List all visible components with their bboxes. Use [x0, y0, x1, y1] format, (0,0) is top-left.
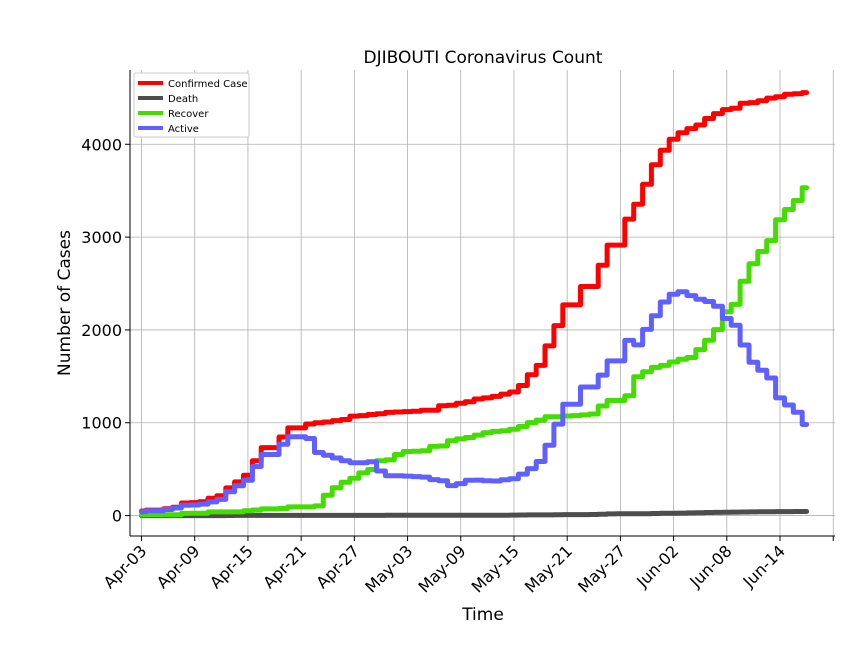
y-tick-label: 4000 [81, 135, 122, 154]
y-tick-label: 2000 [81, 321, 122, 340]
x-axis-label: Time [461, 605, 504, 625]
legend-label-active: Active [168, 124, 199, 135]
y-axis-label: Number of Cases [55, 230, 75, 376]
legend-label-recover: Recover [168, 109, 209, 120]
y-ticks: 0 1000 2000 3000 4000 [81, 135, 130, 526]
series-line-recover [139, 185, 810, 518]
y-tick-label: 3000 [81, 228, 122, 247]
legend-label-confirmed-case: Confirmed Case [168, 79, 248, 90]
chart-title: DJIBOUTI Coronavirus Count [364, 48, 603, 68]
legend-label-death: Death [168, 94, 198, 105]
legend: Confirmed Case Death Recover Active [133, 72, 250, 138]
series-line-active [139, 289, 810, 515]
legend-box [133, 72, 250, 138]
y-tick-label: 1000 [81, 414, 122, 433]
series-line-death [139, 509, 810, 519]
y-tick-label: 0 [112, 507, 122, 526]
series-lines [139, 90, 810, 519]
